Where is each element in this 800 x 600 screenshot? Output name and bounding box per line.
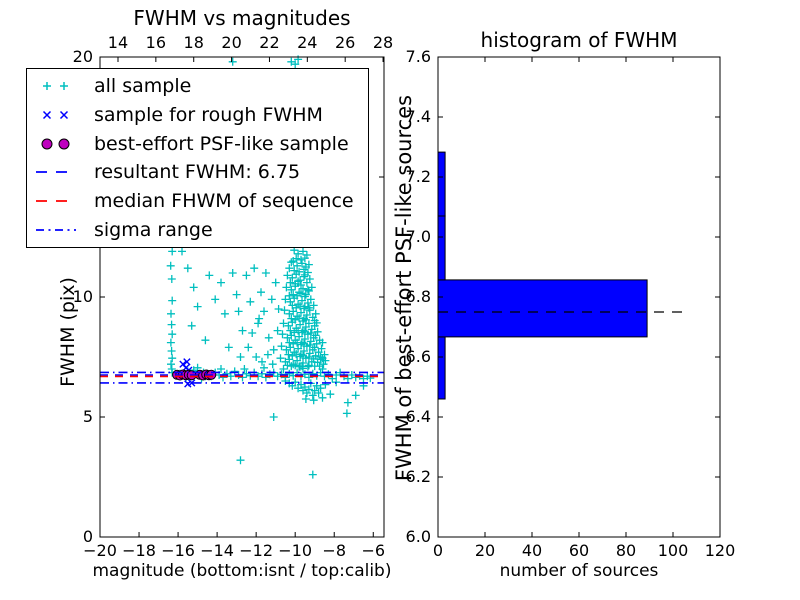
tick-label: 7.4 [406, 107, 431, 126]
tick-label: −20 [83, 541, 117, 560]
tick-label: 22 [259, 33, 279, 52]
legend-item-sigma-range: sigma range [27, 216, 368, 244]
tick-label: −8 [322, 541, 346, 560]
right-plot-ylabel: FWHM of best-effort PSF-like sources [392, 94, 416, 482]
left-plot-xlabel: magnitude (bottom:isnt / top:calib) [92, 561, 392, 581]
tick-label: −12 [239, 541, 273, 560]
legend: all sample sample for rough FWHM best-ef… [26, 68, 369, 248]
histogram-bar [437, 336, 446, 400]
tick-label: 14 [108, 33, 128, 52]
psf-like-marker-icon [41, 138, 70, 150]
tick-label: 18 [184, 33, 204, 52]
histogram-plot: 0 20 40 60 80 100 120 6.0 6.2 6.4 6.6 6.8 7.0 7.2 7.4 7… [406, 47, 736, 560]
tick-label: 6.6 [406, 347, 431, 366]
legend-item-median-fwhm: median FHWM of sequence [27, 187, 368, 215]
tick-label: −16 [161, 541, 195, 560]
tick-label: 20 [73, 47, 93, 66]
tick-label: −18 [122, 541, 156, 560]
legend-item-psf-like-sample: best-effort PSF-like sample [27, 130, 368, 158]
tick-label: −6 [361, 541, 385, 560]
sigma-range-line-icon [36, 228, 76, 231]
tick-label: 10 [73, 287, 93, 306]
histogram-bar [437, 151, 446, 217]
tick-label: 120 [705, 541, 736, 560]
tick-label: 28 [373, 33, 393, 52]
legend-item-rough-fwhm: sample for rough FWHM [27, 101, 368, 129]
legend-label: resultant FWHM: 6.75 [94, 161, 301, 184]
tick-label: 6.0 [406, 527, 431, 546]
legend-label: sample for rough FWHM [94, 103, 323, 126]
tick-label: 5 [83, 407, 93, 426]
tick-label: 6.2 [406, 467, 431, 486]
histogram-bar [437, 215, 446, 281]
tick-label: 16 [146, 33, 166, 52]
resultant-fwhm-line-icon [36, 171, 76, 174]
scatter-plot: −20 −18 −16 −14 −12 −10 −8 −6 14 16 18 20 22 24 26 28 0 5… [73, 33, 394, 560]
left-plot-title: FWHM vs magnitudes [133, 6, 351, 30]
tick-label: 0 [433, 541, 443, 560]
all-sample-points [166, 55, 375, 479]
median-fwhm-line-icon [36, 200, 76, 202]
left-plot-ylabel: FWHM (pix) [57, 277, 79, 387]
tick-label: 0 [83, 527, 93, 546]
tick-label: 80 [616, 541, 636, 560]
tick-label: 26 [335, 33, 355, 52]
tick-label: 6.8 [406, 287, 431, 306]
legend-item-all-sample: all sample [27, 72, 368, 100]
rough-fwhm-marker-icon [42, 110, 69, 120]
tick-label: 100 [658, 541, 689, 560]
tick-label: 24 [297, 33, 317, 52]
tick-label: 60 [569, 541, 589, 560]
tick-label: 20 [475, 541, 495, 560]
tick-label: 7.6 [406, 47, 431, 66]
tick-label: 7.2 [406, 167, 431, 186]
right-plot-title: histogram of FWHM [480, 28, 678, 52]
legend-label: sigma range [94, 218, 213, 241]
legend-label: best-effort PSF-like sample [94, 132, 349, 155]
tick-label: 40 [522, 541, 542, 560]
tick-label: 6.4 [406, 407, 431, 426]
all-sample-marker-icon [43, 82, 68, 91]
tick-label: 7.0 [406, 227, 431, 246]
right-plot-xlabel: number of sources [499, 561, 659, 581]
tick-label: −14 [200, 541, 234, 560]
histogram-bar [437, 279, 648, 338]
legend-item-resultant-fwhm: resultant FWHM: 6.75 [27, 158, 368, 186]
tick-label: −10 [278, 541, 312, 560]
legend-label: all sample [94, 75, 192, 98]
legend-label: median FHWM of sequence [94, 189, 354, 212]
tick-label: 20 [221, 33, 241, 52]
